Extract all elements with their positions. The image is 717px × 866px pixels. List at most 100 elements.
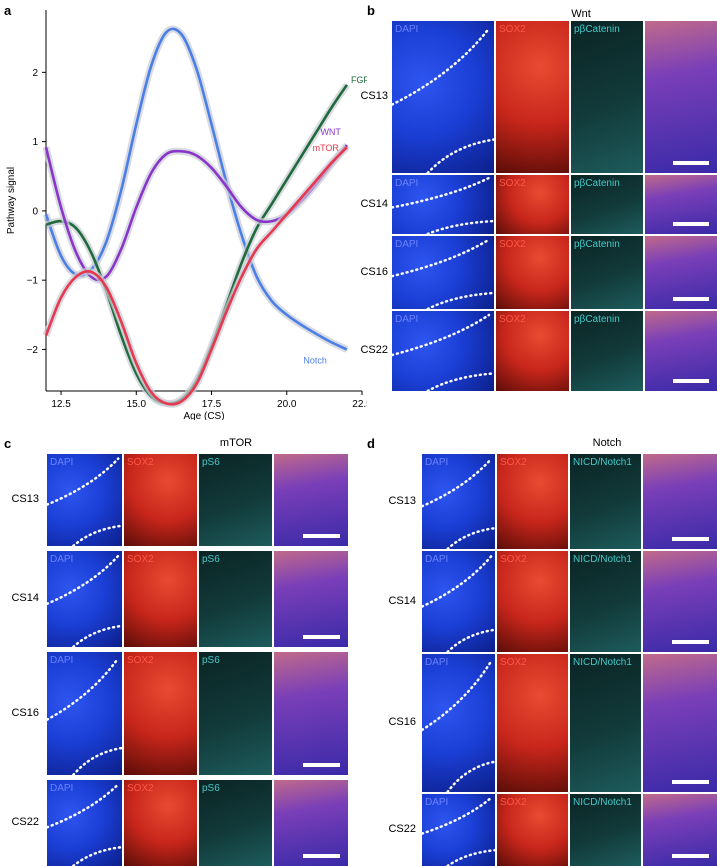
panel_c-stain-label: DAPI (50, 457, 74, 468)
panel_b-image-cyan: pβCatenin (571, 311, 643, 391)
panel_c-image-cyan: pS6 (199, 780, 272, 866)
panel_b-image-dapi: DAPI (392, 175, 494, 234)
panel_d-image-sox2: SOX2 (497, 794, 568, 866)
legend-label-fgf: FGF (351, 75, 367, 85)
panel_d-stain-label: SOX2 (500, 657, 527, 668)
panel_c-boundary-outline (47, 457, 122, 546)
scale-bar (672, 640, 709, 644)
scale-bar (303, 763, 340, 767)
panel_b-stain-label: SOX2 (499, 178, 526, 189)
panel_c-image-merge (274, 454, 348, 546)
panel_d-image-cyan: NICD/Notch1 (570, 551, 641, 652)
panel_c-stain-label: pS6 (202, 554, 220, 565)
panel_d-stain-label: NICD/Notch1 (573, 797, 632, 808)
scale-bar (303, 635, 340, 639)
panel_c-stain-label: SOX2 (127, 783, 154, 794)
panel_c-image-merge (274, 551, 348, 647)
panel_b-stain-label: DAPI (395, 178, 419, 189)
panel_c-stain-label: SOX2 (127, 457, 154, 468)
panel_b-boundary-outline (392, 238, 494, 309)
series-fgf-line (45, 84, 349, 405)
legend-label-mtor: mTOR (313, 143, 340, 153)
panel_b-row-label: CS16 (360, 265, 388, 278)
panel_d-stain-label: NICD/Notch1 (573, 657, 632, 668)
panel_d-image-dapi: DAPI (422, 454, 495, 549)
panel_c-image-dapi: DAPI (47, 454, 122, 546)
panel_c-image-merge (274, 780, 348, 866)
x-tick-label: 12.5 (51, 399, 71, 410)
panel_c-stain-label: DAPI (50, 655, 74, 666)
panel_d-image-dapi: DAPI (422, 654, 495, 792)
panel-b-title: Wnt (571, 8, 591, 20)
scale-bar (303, 534, 340, 538)
panel_d-stain-label: DAPI (425, 457, 449, 468)
panel_c-image-cyan: pS6 (199, 652, 272, 775)
series-mtor-line (44, 146, 348, 406)
panel_b-stain-label: pβCatenin (574, 314, 620, 325)
panel_b-stain-label: SOX2 (499, 314, 526, 325)
x-tick-label: 17.5 (202, 399, 222, 410)
panel_c-image-merge (274, 652, 348, 775)
panel_d-stain-label: SOX2 (500, 554, 527, 565)
panel-c-title: mTOR (219, 437, 253, 449)
panel_b-stain-label: SOX2 (499, 239, 526, 250)
x-axis-label: Age (CS) (183, 411, 224, 420)
y-tick-label: −2 (27, 345, 39, 356)
panel_c-image-sox2: SOX2 (124, 551, 197, 647)
series-fgf-ci-band (45, 82, 350, 408)
panel_d-image-sox2: SOX2 (497, 454, 568, 549)
panel_d-image-cyan: NICD/Notch1 (570, 794, 641, 866)
scale-bar (673, 161, 709, 165)
panel_b-boundary-outline (392, 176, 494, 234)
panel_d-image-merge (643, 551, 717, 652)
panel_c-boundary-outline (47, 783, 122, 866)
panel_c-row-label: CS16 (11, 706, 39, 719)
panel_b-image-sox2: SOX2 (496, 21, 569, 173)
y-tick-label: 0 (32, 206, 38, 217)
panel-letter-b: b (367, 3, 375, 18)
panel_b-image-merge (645, 175, 717, 234)
panel_b-image-sox2: SOX2 (496, 236, 569, 309)
scale-bar (673, 297, 709, 301)
panel_c-boundary-outline (47, 656, 122, 775)
panel_b-image-merge (645, 311, 717, 391)
panel_b-stain-label: DAPI (395, 314, 419, 325)
scale-bar (672, 854, 709, 858)
panel_b-stain-label: DAPI (395, 239, 419, 250)
panel-letter-d: d (367, 436, 375, 451)
panel_c-stain-label: DAPI (50, 783, 74, 794)
panel_b-image-cyan: pβCatenin (571, 175, 643, 234)
panel_c-stain-label: SOX2 (127, 554, 154, 565)
panel_c-stain-label: DAPI (50, 554, 74, 565)
panel_c-image-sox2: SOX2 (124, 780, 197, 866)
y-tick-label: 1 (32, 137, 38, 148)
panel_d-boundary-outline (422, 554, 495, 652)
y-tick-label: 2 (32, 68, 38, 79)
legend-label-notch: Notch (303, 355, 327, 365)
panel_d-stain-label: NICD/Notch1 (573, 554, 632, 565)
scale-bar (673, 379, 709, 383)
panel_d-stain-label: DAPI (425, 797, 449, 808)
x-tick-label: 15.0 (127, 399, 147, 410)
panel_d-image-merge (643, 454, 717, 549)
panel_b-stain-label: pβCatenin (574, 239, 620, 250)
panel_b-image-sox2: SOX2 (496, 311, 569, 391)
panel_d-boundary-outline (422, 796, 495, 866)
panel-letter-c: c (4, 436, 12, 451)
panel_c-image-cyan: pS6 (199, 551, 272, 647)
panel_d-boundary-outline (422, 659, 495, 792)
x-tick-label: 20.0 (277, 399, 297, 410)
panel_d-boundary-outline (422, 457, 495, 549)
panel_d-image-merge (643, 654, 717, 792)
panel_d-row-label: CS16 (388, 716, 416, 728)
panel_b-image-dapi: DAPI (392, 21, 494, 173)
panel_b-image-cyan: pβCatenin (571, 236, 643, 309)
panel_c-image-dapi: DAPI (47, 652, 122, 775)
pathway-signal-chart: 12.5 15.0 17.5 20.0 22.5 −2 −1 0 1 2 Age (CS) Pathw… (6, 10, 367, 420)
panel_d-image-merge (643, 794, 717, 866)
scale-bar (672, 780, 709, 784)
panel_d-image-dapi: DAPI (422, 551, 495, 652)
panel_b-image-dapi: DAPI (392, 311, 494, 391)
panel_c-boundary-outline (47, 554, 122, 647)
panel_d-image-cyan: NICD/Notch1 (570, 654, 641, 792)
